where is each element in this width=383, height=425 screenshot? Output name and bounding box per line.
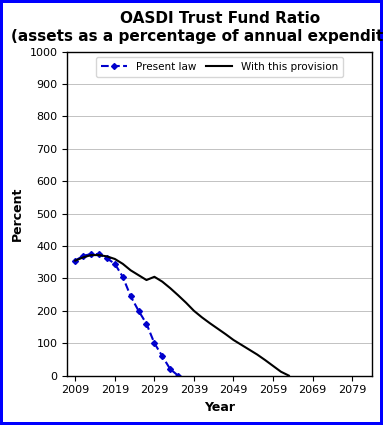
With this provision xyxy=(128,268,133,273)
Present law xyxy=(176,373,180,378)
Present law xyxy=(128,294,133,299)
With this provision xyxy=(168,286,172,291)
Present law xyxy=(144,321,149,326)
With this provision xyxy=(255,352,260,357)
With this provision xyxy=(121,261,125,266)
Present law xyxy=(81,253,85,258)
With this provision xyxy=(215,326,220,331)
Y-axis label: Percent: Percent xyxy=(11,187,24,241)
With this provision xyxy=(223,332,228,337)
With this provision xyxy=(247,347,252,352)
With this provision xyxy=(105,254,109,259)
Present law xyxy=(136,308,141,313)
With this provision xyxy=(263,357,267,363)
With this provision xyxy=(208,320,212,326)
Line: With this provision: With this provision xyxy=(75,255,289,376)
With this provision xyxy=(176,293,180,298)
Present law xyxy=(152,341,157,346)
Present law xyxy=(113,261,117,266)
Present law xyxy=(73,258,78,263)
X-axis label: Year: Year xyxy=(204,401,235,414)
With this provision xyxy=(231,337,236,343)
With this provision xyxy=(192,308,196,313)
With this provision xyxy=(144,278,149,283)
With this provision xyxy=(279,369,283,374)
With this provision xyxy=(136,272,141,278)
With this provision xyxy=(73,258,78,263)
Present law xyxy=(160,354,165,359)
With this provision xyxy=(89,252,93,258)
With this provision xyxy=(271,363,275,368)
With this provision xyxy=(152,274,157,279)
Present law xyxy=(89,252,93,257)
With this provision xyxy=(113,256,117,261)
Title: OASDI Trust Fund Ratio
(assets as a percentage of annual expenditures): OASDI Trust Fund Ratio (assets as a perc… xyxy=(11,11,383,43)
With this provision xyxy=(184,300,188,305)
Present law xyxy=(168,367,172,372)
Present law xyxy=(121,274,125,279)
Present law xyxy=(97,252,101,257)
With this provision xyxy=(200,315,204,320)
With this provision xyxy=(239,342,244,347)
With this provision xyxy=(286,373,291,378)
Legend: Present law, With this provision: Present law, With this provision xyxy=(96,57,343,77)
With this provision xyxy=(160,279,165,284)
Line: Present law: Present law xyxy=(73,252,180,378)
With this provision xyxy=(81,255,85,260)
With this provision xyxy=(97,252,101,258)
Present law xyxy=(105,256,109,261)
